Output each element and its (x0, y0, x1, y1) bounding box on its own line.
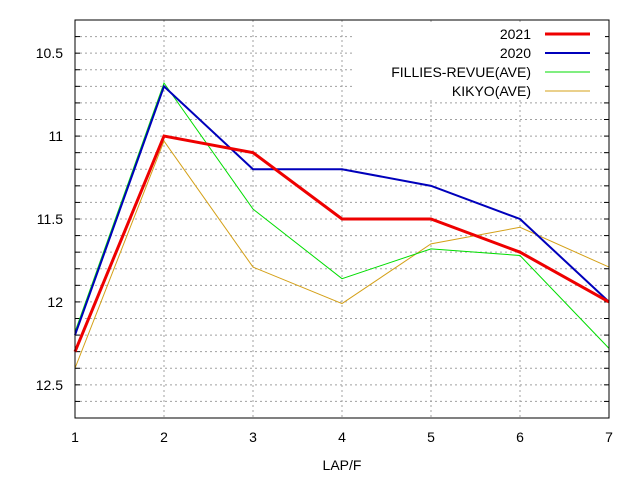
x-tick-label: 2 (160, 429, 168, 445)
x-axis-label: LAP/F (323, 457, 362, 473)
legend-label: 2020 (500, 45, 531, 61)
x-tick-label: 3 (249, 429, 257, 445)
series-line-3 (74, 140, 610, 369)
legend: 2021 2020 FILLIES-REVUE(AVE) KIKYO(AVE) (355, 24, 605, 99)
legend-label: 2021 (500, 26, 531, 42)
y-tick-label: 12 (47, 294, 63, 310)
series-lines (73, 81, 610, 369)
x-tick-labels: 1 2 3 4 5 6 7 (71, 429, 613, 445)
legend-label: KIKYO(AVE) (452, 83, 531, 99)
x-tick-label: 1 (71, 429, 79, 445)
y-tick-labels: 10.5 11 11.5 12 12.5 (36, 45, 63, 393)
legend-label: FILLIES-REVUE(AVE) (391, 64, 531, 80)
series-line-1 (74, 84, 610, 336)
x-tick-label: 5 (427, 429, 435, 445)
x-tick-label: 4 (338, 429, 346, 445)
x-tick-label: 6 (516, 429, 524, 445)
y-tick-label: 11.5 (37, 211, 63, 227)
y-tick-label: 12.5 (36, 377, 63, 393)
series-line-2 (74, 81, 610, 349)
plot-frame (74, 19, 610, 419)
y-tick-label: 10.5 (36, 45, 63, 61)
y-tick-label: 11 (48, 128, 63, 144)
x-tick-label: 7 (605, 429, 613, 445)
series-line-0 (73, 134, 610, 353)
legend-background (355, 24, 605, 98)
